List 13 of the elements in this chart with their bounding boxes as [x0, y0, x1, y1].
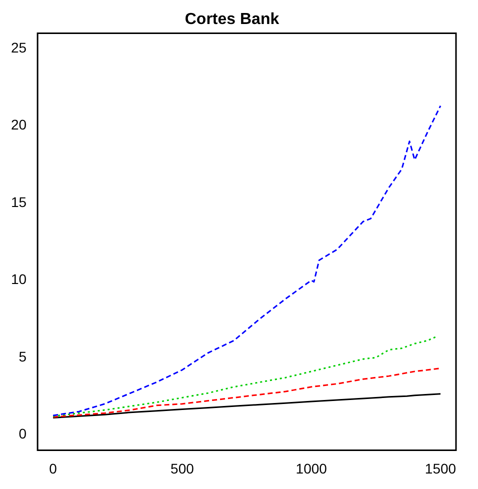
y-tick-label: 0 [18, 426, 27, 442]
x-tick-label: 1500 [424, 460, 456, 476]
y-tick-label: 15 [10, 194, 27, 210]
x-tick-label: 0 [49, 460, 58, 476]
y-tick-label: 25 [10, 40, 27, 56]
line-series [52, 368, 442, 418]
y-tick-label: 5 [18, 348, 27, 364]
y-tick-label: 20 [10, 116, 27, 133]
chart-title: Cortes Bank [184, 11, 280, 28]
line-series [52, 105, 442, 416]
x-tick-label: 500 [170, 460, 194, 476]
x-tick-label: 1000 [296, 460, 328, 476]
y-tick-label: 10 [10, 271, 27, 288]
